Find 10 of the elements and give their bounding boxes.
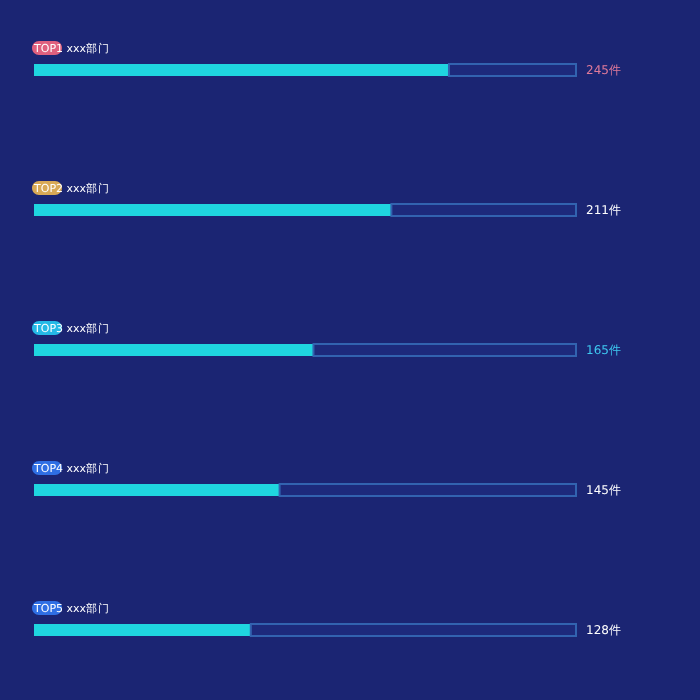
bar bbox=[34, 344, 314, 356]
bar bbox=[390, 203, 577, 217]
bar bbox=[34, 484, 280, 496]
bar bbox=[312, 343, 577, 357]
bar bbox=[278, 483, 577, 497]
bar bbox=[34, 64, 449, 76]
bar bbox=[447, 63, 577, 77]
bar bbox=[249, 623, 577, 637]
bar bbox=[34, 204, 392, 216]
bar bbox=[34, 624, 251, 636]
